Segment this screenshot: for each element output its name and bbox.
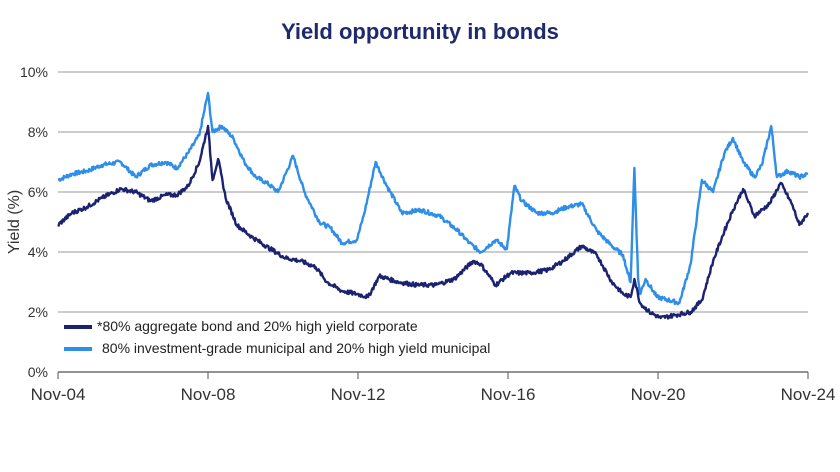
x-tick-label: Nov-08 [181, 385, 236, 404]
legend: *80% aggregate bond and 20% high yield c… [64, 318, 490, 356]
legend-label-1: 80% investment-grade municipal and 20% h… [102, 340, 490, 356]
y-tick-label: 4% [28, 244, 48, 260]
x-axis-ticks: Nov-04 Nov-08 Nov-12 Nov-16 Nov-20 Nov-24 [31, 372, 836, 404]
y-tick-label: 8% [28, 124, 48, 140]
x-tick-label: Nov-04 [31, 385, 86, 404]
y-tick-label: 6% [28, 184, 48, 200]
y-axis-ticks: 0% 2% 4% 6% 8% 10% [20, 64, 48, 380]
chart-title: Yield opportunity in bonds [281, 19, 559, 44]
series-line-1 [57, 91, 809, 306]
y-tick-label: 2% [28, 304, 48, 320]
y-tick-label: 0% [28, 364, 48, 380]
x-tick-label: Nov-20 [631, 385, 686, 404]
series-layer [57, 91, 810, 320]
legend-label-0: *80% aggregate bond and 20% high yield c… [97, 318, 418, 334]
series-line-0 [57, 124, 810, 320]
y-axis-label: Yield (%) [6, 190, 23, 254]
x-tick-label: Nov-16 [481, 385, 536, 404]
x-tick-label: Nov-12 [331, 385, 386, 404]
y-tick-label: 10% [20, 64, 48, 80]
x-tick-label: Nov-24 [781, 385, 836, 404]
